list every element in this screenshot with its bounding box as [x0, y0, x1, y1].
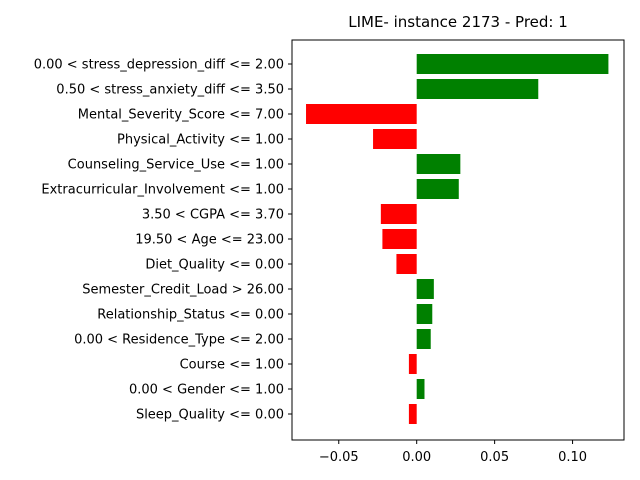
y-tick-label-9: Semester_Credit_Load > 26.00	[82, 283, 284, 298]
y-tick-label-4: Counseling_Service_Use <= 1.00	[68, 158, 284, 173]
y-tick-label-6: 3.50 < CGPA <= 3.70	[142, 208, 284, 223]
y-tick-label-14: Sleep_Quality <= 0.00	[136, 408, 284, 423]
y-tick-label-8: Diet_Quality <= 0.00	[145, 258, 284, 273]
y-tick-label-3: Physical_Activity <= 1.00	[117, 133, 284, 148]
bar-10	[416, 304, 433, 324]
y-tick-label-1: 0.50 < stress_anxiety_diff <= 3.50	[56, 83, 284, 98]
y-tick-label-7: 19.50 < Age <= 23.00	[135, 233, 284, 248]
y-tick-label-10: Relationship_Status <= 0.00	[97, 308, 284, 323]
bar-1	[416, 79, 539, 99]
bar-2	[306, 104, 417, 124]
bar-13	[416, 379, 425, 399]
y-tick-label-5: Extracurricular_Involvement <= 1.00	[41, 183, 284, 198]
y-tick-label-11: 0.00 < Residence_Type <= 2.00	[74, 333, 284, 348]
bar-7	[382, 229, 417, 249]
x-axis: −0.05 0.00 0.05 0.10	[319, 440, 587, 465]
y-tick-label-2: Mental_Severity_Score <= 7.00	[78, 108, 284, 123]
bar-12	[408, 354, 417, 374]
bar-6	[380, 204, 417, 224]
y-tick-label-12: Course <= 1.00	[180, 358, 284, 373]
bar-11	[416, 329, 431, 349]
bar-8	[396, 254, 417, 274]
plot-frame	[291, 39, 625, 441]
bar-4	[416, 154, 461, 174]
bar-5	[416, 179, 459, 199]
x-tick-label-1: 0.00	[402, 450, 431, 465]
x-tick-label-3: 0.10	[558, 450, 587, 465]
x-tick-label-0: −0.05	[319, 450, 359, 465]
x-tick-label-2: 0.05	[480, 450, 509, 465]
y-tick-labels: 0.00 < stress_depression_diff <= 2.00 0.5…	[34, 58, 292, 423]
bar-0	[416, 54, 609, 74]
bars-group	[306, 54, 609, 424]
bar-14	[408, 404, 417, 424]
bar-9	[416, 279, 434, 299]
bar-3	[373, 129, 417, 149]
y-tick-label-13: 0.00 < Gender <= 1.00	[129, 383, 284, 398]
y-tick-label-0: 0.00 < stress_depression_diff <= 2.00	[34, 58, 284, 73]
chart-title: LIME- instance 2173 - Pred: 1	[348, 13, 568, 31]
